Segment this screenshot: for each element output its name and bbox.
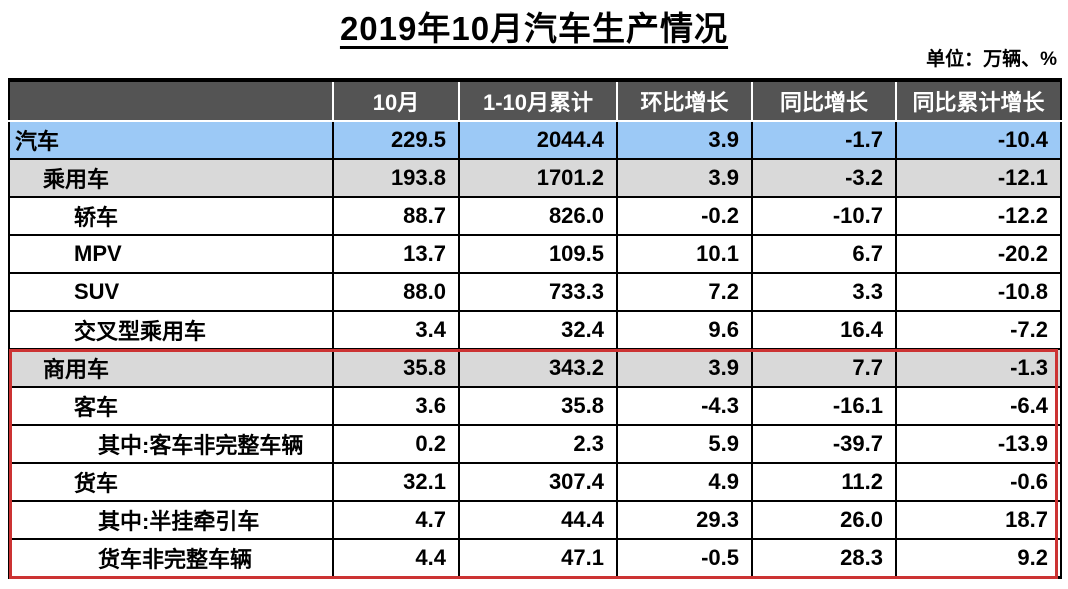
table-row: 交叉型乘用车 3.4 32.4 9.6 16.4 -7.2: [9, 311, 1061, 349]
table-row: 客车 3.6 35.8 -4.3 -16.1 -6.4: [9, 387, 1061, 425]
cell-value: 44.4: [458, 501, 617, 539]
cell-value: 32.1: [332, 463, 459, 501]
cell-value: -7.2: [895, 311, 1061, 349]
cell-value: -6.4: [895, 387, 1061, 425]
cell-value: 6.7: [751, 235, 896, 273]
cell-value: -20.2: [895, 235, 1061, 273]
cell-value: -16.1: [751, 387, 896, 425]
column-header: 环比增长: [616, 80, 752, 121]
row-label: 汽车: [9, 121, 333, 159]
table-row: 其中:客车非完整车辆 0.2 2.3 5.9 -39.7 -13.9: [9, 425, 1061, 463]
cell-value: 307.4: [458, 463, 617, 501]
cell-value: -0.2: [616, 197, 752, 235]
cell-value: 29.3: [616, 501, 752, 539]
cell-value: -1.3: [895, 349, 1061, 387]
cell-value: 26.0: [751, 501, 896, 539]
column-header: 同比累计增长: [895, 80, 1061, 121]
cell-value: 3.6: [332, 387, 459, 425]
cell-value: 11.2: [751, 463, 896, 501]
cell-value: 5.9: [616, 425, 752, 463]
column-header: 同比增长: [751, 80, 896, 121]
column-header: 1-10月累计: [458, 80, 617, 121]
table-row: 其中:半挂牵引车 4.7 44.4 29.3 26.0 18.7: [9, 501, 1061, 539]
cell-value: 13.7: [332, 235, 459, 273]
cell-value: -3.2: [751, 159, 896, 197]
table-row: 乘用车 193.8 1701.2 3.9 -3.2 -12.1: [9, 159, 1061, 197]
cell-value: -10.4: [895, 121, 1061, 159]
cell-value: 826.0: [458, 197, 617, 235]
column-header: 10月: [332, 80, 459, 121]
cell-value: -0.6: [895, 463, 1061, 501]
row-label: 客车: [9, 387, 333, 425]
header-row: 10月 1-10月累计 环比增长 同比增长 同比累计增长: [9, 80, 1061, 121]
cell-value: 4.9: [616, 463, 752, 501]
corner-header-cell: [9, 80, 333, 121]
row-label: 货车: [9, 463, 333, 501]
cell-value: 0.2: [332, 425, 459, 463]
row-label: 乘用车: [9, 159, 333, 197]
cell-value: 3.3: [751, 273, 896, 311]
row-label: 货车非完整车辆: [9, 539, 333, 578]
cell-value: 32.4: [458, 311, 617, 349]
cell-value: 4.4: [332, 539, 459, 578]
table-row: 汽车 229.5 2044.4 3.9 -1.7 -10.4: [9, 121, 1061, 159]
cell-value: 35.8: [458, 387, 617, 425]
unit-label: 单位：万辆、%: [926, 49, 1057, 70]
cell-value: -13.9: [895, 425, 1061, 463]
table-row: 货车非完整车辆 4.4 47.1 -0.5 28.3 9.2: [9, 539, 1061, 578]
cell-value: 2.3: [458, 425, 617, 463]
cell-value: 3.9: [616, 159, 752, 197]
cell-value: 9.6: [616, 311, 752, 349]
cell-value: 7.7: [751, 349, 896, 387]
cell-value: 343.2: [458, 349, 617, 387]
cell-value: 7.2: [616, 273, 752, 311]
row-label: 其中:半挂牵引车: [9, 501, 333, 539]
row-label: MPV: [9, 235, 333, 273]
cell-value: 109.5: [458, 235, 617, 273]
cell-value: 88.7: [332, 197, 459, 235]
table-row: 轿车 88.7 826.0 -0.2 -10.7 -12.2: [9, 197, 1061, 235]
cell-value: -4.3: [616, 387, 752, 425]
cell-value: 229.5: [332, 121, 459, 159]
cell-value: 88.0: [332, 273, 459, 311]
cell-value: 9.2: [895, 539, 1061, 578]
cell-value: 18.7: [895, 501, 1061, 539]
cell-value: 193.8: [332, 159, 459, 197]
cell-value: 3.4: [332, 311, 459, 349]
table-row: 货车 32.1 307.4 4.9 11.2 -0.6: [9, 463, 1061, 501]
cell-value: 4.7: [332, 501, 459, 539]
cell-value: 3.9: [616, 349, 752, 387]
cell-value: -1.7: [751, 121, 896, 159]
cell-value: 10.1: [616, 235, 752, 273]
table-body: 汽车 229.5 2044.4 3.9 -1.7 -10.4 乘用车 193.8 1701.2 3…: [9, 121, 1061, 578]
cell-value: 16.4: [751, 311, 896, 349]
cell-value: 28.3: [751, 539, 896, 578]
table-row: MPV 13.7 109.5 10.1 6.7 -20.2: [9, 235, 1061, 273]
cell-value: 3.9: [616, 121, 752, 159]
table-header: 10月 1-10月累计 环比增长 同比增长 同比累计增长: [9, 80, 1061, 121]
row-label: 轿车: [9, 197, 333, 235]
cell-value: -39.7: [751, 425, 896, 463]
row-label: SUV: [9, 273, 333, 311]
cell-value: -12.1: [895, 159, 1061, 197]
production-table: 10月 1-10月累计 环比增长 同比增长 同比累计增长 汽车 229.5 2044.4 3.…: [8, 78, 1062, 579]
table-row: 商用车 35.8 343.2 3.9 7.7 -1.3: [9, 349, 1061, 387]
cell-value: -10.7: [751, 197, 896, 235]
row-label: 商用车: [9, 349, 333, 387]
row-label: 交叉型乘用车: [9, 311, 333, 349]
cell-value: 47.1: [458, 539, 617, 578]
cell-value: -0.5: [616, 539, 752, 578]
cell-value: -12.2: [895, 197, 1061, 235]
cell-value: -10.8: [895, 273, 1061, 311]
cell-value: 35.8: [332, 349, 459, 387]
page-title: 2019年10月汽车生产情况: [339, 10, 729, 47]
row-label: 其中:客车非完整车辆: [9, 425, 333, 463]
table-row: SUV 88.0 733.3 7.2 3.3 -10.8: [9, 273, 1061, 311]
cell-value: 733.3: [458, 273, 617, 311]
cell-value: 1701.2: [458, 159, 617, 197]
cell-value: 2044.4: [458, 121, 617, 159]
